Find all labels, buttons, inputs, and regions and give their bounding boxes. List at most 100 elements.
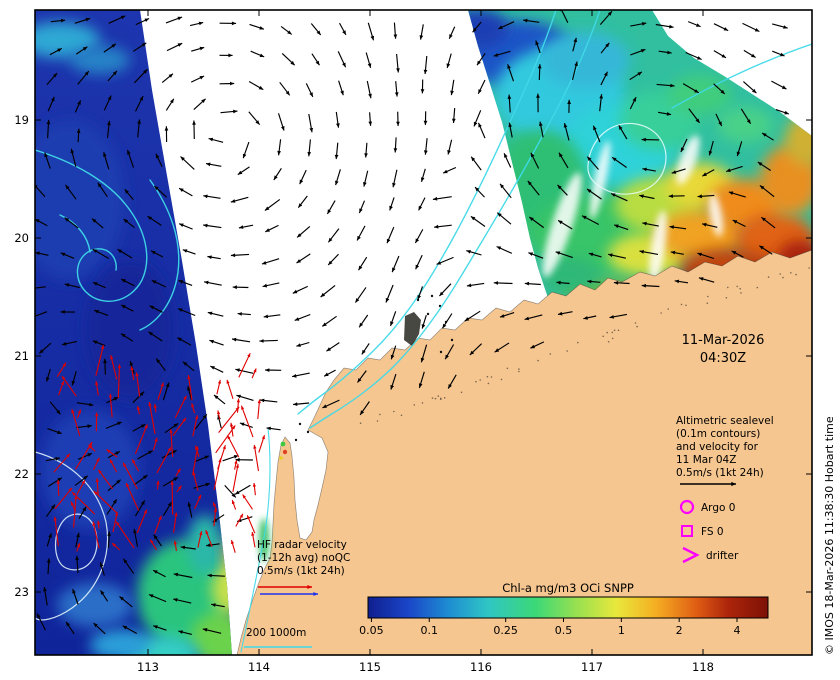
velocity-arrow-head — [342, 30, 346, 35]
velocity-arrow-head — [567, 99, 571, 104]
velocity-arrow-head — [66, 453, 70, 458]
velocity-arrow-head — [179, 223, 184, 227]
velocity-arrow-head — [213, 508, 217, 512]
velocity-arrow-head — [207, 311, 213, 316]
velocity-arrow-head — [299, 179, 304, 185]
velocity-arrow-head — [642, 167, 647, 172]
velocity-arrow-head — [253, 444, 257, 449]
velocity-arrow-head — [211, 603, 216, 607]
velocity-arrow-head — [500, 314, 505, 318]
velocity-arrow-head — [180, 156, 185, 161]
velocity-arrow-head — [434, 224, 439, 229]
velocity-arrow-head — [207, 573, 212, 578]
velocity-arrow-head — [761, 217, 766, 222]
velocity-arrow-head — [292, 374, 297, 378]
velocity-arrow — [92, 521, 100, 549]
velocity-arrow — [174, 395, 187, 419]
velocity-arrow-head — [247, 515, 251, 520]
velocity-arrow-head — [164, 126, 169, 131]
velocity-arrow-head — [172, 450, 177, 454]
velocity-arrow-head — [418, 205, 423, 211]
velocity-arrow-head — [674, 279, 680, 284]
velocity-arrow-head — [206, 543, 211, 547]
velocity-arrow-head — [242, 494, 246, 499]
velocity-arrow-head — [281, 126, 285, 131]
velocity-arrow-head — [60, 252, 66, 257]
cloud-gap — [542, 172, 582, 278]
sealevel-contour — [55, 513, 98, 571]
speckle-dot — [602, 335, 604, 338]
velocity-arrow-head — [106, 449, 111, 453]
chl-blob — [785, 115, 812, 165]
velocity-arrow-head — [232, 337, 237, 342]
velocity-arrow-head — [320, 292, 326, 297]
island — [404, 312, 421, 346]
sealevel-contour — [309, 10, 601, 429]
velocity-arrow-head — [326, 347, 331, 352]
velocity-arrow — [117, 364, 121, 399]
velocity-arrow-head — [99, 562, 104, 567]
coastal-speckle — [294, 267, 810, 442]
velocity-arrow — [71, 409, 81, 436]
velocity-arrow — [73, 495, 77, 528]
velocity-arrow-head — [112, 543, 116, 547]
velocity-arrow-head — [386, 238, 391, 244]
velocity-arrow-head — [147, 216, 152, 221]
velocity-arrow-head — [187, 386, 191, 391]
velocity-arrow-head — [98, 469, 102, 474]
velocity-arrow-head — [368, 93, 372, 99]
velocity-arrow — [35, 286, 46, 289]
velocity-arrow-head — [182, 249, 188, 253]
altimetric-note-line: 11 Mar 04Z — [676, 454, 736, 466]
velocity-arrow-head — [609, 315, 614, 319]
velocity-arrow-head — [316, 30, 321, 35]
velocity-arrow-head — [252, 483, 256, 487]
velocity-arrow-head — [500, 183, 505, 189]
velocity-arrow-head — [198, 21, 204, 26]
velocity-arrow-head — [464, 317, 470, 322]
altimetric-note-line: Altimetric sealevel — [676, 415, 774, 427]
islet-dot — [306, 430, 310, 434]
velocity-arrow-head — [230, 81, 235, 86]
velocity-arrow-head — [322, 322, 327, 327]
velocity-arrow-head — [587, 279, 592, 284]
x-axis-tick-label: 113 — [137, 660, 159, 674]
velocity-arrow-head — [235, 406, 240, 411]
velocity-arrow-head — [117, 421, 122, 426]
velocity-arrow-head — [418, 383, 423, 388]
velocity-arrow-head — [121, 279, 126, 283]
argo-float-icon — [679, 499, 695, 515]
velocity-arrow — [172, 417, 187, 437]
sealevel-contour — [139, 179, 180, 331]
drifter-icon — [682, 546, 700, 564]
velocity-arrow-head — [203, 223, 208, 228]
chl-blob — [40, 410, 140, 530]
velocity-arrow-head — [637, 71, 642, 76]
sealevel-contours — [35, 10, 812, 653]
chl-blob — [35, 22, 100, 58]
colorbar-label: Chl-a mg/m3 OCi SNPP — [502, 581, 634, 595]
velocity-arrow-head — [107, 95, 112, 101]
speckle-dot — [434, 397, 437, 400]
velocity-arrow — [110, 355, 118, 380]
velocity-arrow-head — [370, 35, 375, 41]
velocity-arrow-head — [757, 162, 763, 166]
velocity-arrow-head — [259, 26, 264, 30]
velocity-arrow-head — [153, 625, 158, 629]
velocity-arrow-head — [132, 459, 136, 464]
velocity-arrow-head — [208, 137, 214, 142]
velocity-arrow-head — [696, 23, 701, 27]
velocity-arrow-head — [449, 34, 453, 39]
velocity-arrow-head — [385, 297, 390, 303]
velocity-arrow-head — [754, 28, 760, 32]
velocity-arrow-head — [783, 25, 788, 29]
velocity-arrow — [561, 10, 569, 23]
velocity-arrow-head — [205, 530, 209, 535]
speckle-dot — [611, 337, 614, 340]
velocity-arrow-head — [191, 403, 195, 408]
velocity-arrow-head — [524, 316, 530, 321]
velocity-arrow-head — [292, 289, 298, 294]
velocity-arrow-head — [439, 291, 444, 296]
velocity-arrow-head — [165, 382, 170, 388]
velocity-arrow-head — [728, 191, 734, 195]
